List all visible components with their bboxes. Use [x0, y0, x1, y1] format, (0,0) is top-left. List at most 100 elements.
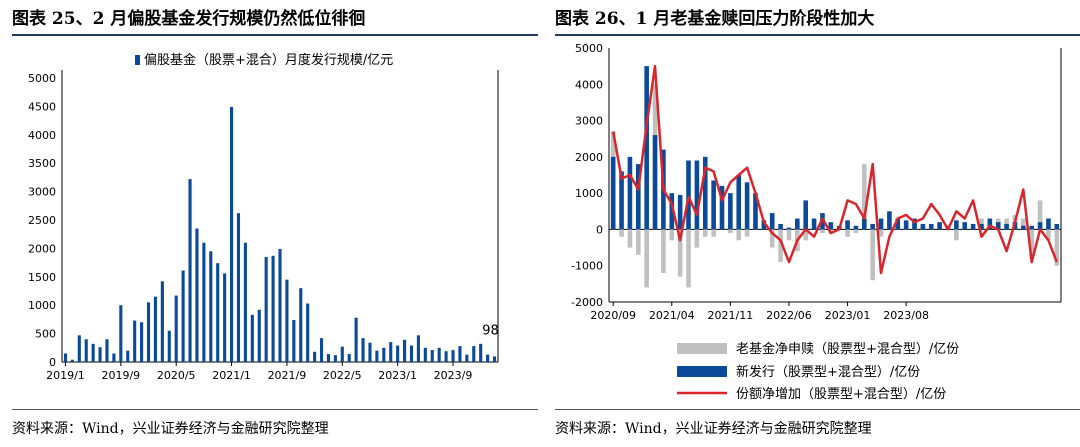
left-x-tick-label: 2023/1 — [378, 369, 417, 382]
left-y-tick-label: 0 — [49, 356, 56, 369]
right-y-tick-label: 5000 — [575, 42, 603, 55]
left-bar — [174, 295, 178, 362]
right-redemption-bar — [744, 229, 750, 237]
right-issuance-bar — [928, 223, 934, 230]
left-bar — [271, 255, 275, 362]
right-issuance-bar — [803, 200, 809, 230]
left-x-tick-label: 2021/9 — [268, 369, 307, 382]
right-issuance-bar — [1021, 225, 1026, 230]
right-issuance-bar — [677, 194, 683, 230]
right-y-tick-label: 2000 — [575, 151, 603, 164]
right-issuance-bar — [870, 223, 875, 230]
right-redemption-bar — [736, 229, 742, 241]
left-y-tick-label: 2000 — [28, 242, 56, 255]
left-bar — [396, 345, 400, 362]
right-issuance-bar — [920, 223, 926, 230]
left-bar — [160, 281, 164, 362]
right-y-tick-label: 3000 — [575, 115, 603, 128]
right-redemption-bar — [635, 229, 641, 255]
left-bar — [465, 354, 469, 362]
right-issuance-bar — [845, 220, 850, 230]
right-issuance-bar — [702, 156, 708, 230]
right-issuance-bar — [903, 220, 909, 230]
left-bar — [492, 356, 497, 362]
right-legend-label-net: 份额净增加（股票型+混合型）/亿份 — [736, 387, 946, 402]
right-issuance-bar — [811, 218, 817, 230]
right-issuance-bar — [753, 193, 758, 230]
left-source-rule — [12, 409, 538, 410]
right-issuance-bar — [635, 164, 641, 230]
left-bar — [229, 106, 234, 362]
left-bar — [389, 342, 393, 362]
right-issuance-bar — [878, 218, 884, 230]
left-bar — [292, 319, 296, 362]
right-figure-panel: 图表 26、1 月老基金赎回压力阶段性加大 -2000 -1000 0 1000 200… — [555, 0, 1080, 447]
right-issuance-bar — [627, 156, 633, 230]
left-bar — [403, 339, 407, 362]
right-issuance-bar — [995, 222, 1001, 230]
right-issuance-bar — [912, 218, 917, 230]
left-bar — [354, 317, 358, 362]
left-title-rule — [12, 34, 538, 36]
right-redemption-bar — [619, 229, 624, 237]
left-bar — [472, 346, 476, 362]
right-redemption-bar — [878, 229, 884, 237]
right-issuance-bar — [1004, 223, 1009, 230]
left-source-note: 资料来源：Wind，兴业证券经济与金融研究院整理 — [12, 421, 329, 437]
left-bar — [430, 350, 434, 362]
left-bar — [368, 342, 372, 362]
right-issuance-bar — [962, 222, 968, 230]
right-issuance-bar — [694, 160, 700, 230]
right-issuance-bar — [1029, 225, 1035, 230]
left-bar — [409, 345, 414, 362]
left-bar — [202, 242, 206, 362]
left-bar — [84, 339, 88, 362]
right-issuance-bar — [778, 223, 783, 230]
right-redemption-bar — [778, 229, 783, 263]
right-issuance-bar — [786, 227, 792, 230]
right-redemption-bar — [820, 229, 825, 234]
left-bar — [361, 338, 365, 362]
right-source-rule — [555, 409, 1080, 410]
left-y-tick-label: 2500 — [28, 214, 56, 227]
right-issuance-bar — [954, 220, 959, 230]
right-redemption-bar — [1029, 229, 1035, 259]
right-issuance-bar — [719, 185, 725, 230]
left-bar — [236, 213, 241, 362]
left-bar — [63, 353, 68, 362]
right-issuance-bar — [895, 218, 901, 230]
left-y-tick-label: 500 — [35, 328, 56, 341]
right-issuance-bar — [644, 66, 649, 230]
right-redemption-bar — [669, 229, 675, 241]
left-bar — [98, 347, 102, 362]
right-issuance-bar — [1037, 222, 1043, 230]
left-bar — [444, 351, 448, 362]
right-issuance-bar — [619, 171, 624, 230]
right-issuance-bar — [1054, 223, 1060, 230]
left-bar — [140, 322, 144, 362]
left-bar — [340, 346, 344, 362]
left-bar — [209, 251, 213, 362]
right-redemption-bar — [769, 229, 775, 248]
right-x-tick-label: 2023/01 — [825, 309, 871, 322]
right-redemption-bar — [694, 229, 700, 248]
right-issuance-bar — [887, 211, 892, 230]
left-legend-label: 偏股基金（股票+混合）月度发行规模/亿元 — [144, 52, 393, 68]
left-bar — [285, 279, 289, 362]
right-redemption-bar — [1054, 229, 1060, 266]
right-x-tick-label: 2022/06 — [766, 309, 812, 322]
left-bar — [146, 302, 151, 362]
left-bar — [243, 242, 247, 362]
left-bar — [70, 359, 74, 362]
right-redemption-bar — [644, 229, 649, 288]
left-y-tick-label: 3000 — [28, 186, 56, 199]
left-bar — [126, 350, 130, 362]
right-issuance-bar — [769, 213, 775, 230]
right-legend-swatch-issuance — [677, 366, 727, 377]
left-bar — [91, 343, 95, 362]
left-bar — [375, 350, 379, 362]
left-bar — [264, 256, 268, 362]
right-combo-chart: -2000 -1000 0 1000 2000 3000 4000 5000 2020/09 20… — [571, 42, 1062, 402]
right-redemption-bar — [677, 229, 683, 277]
right-redemption-bar — [711, 229, 716, 237]
